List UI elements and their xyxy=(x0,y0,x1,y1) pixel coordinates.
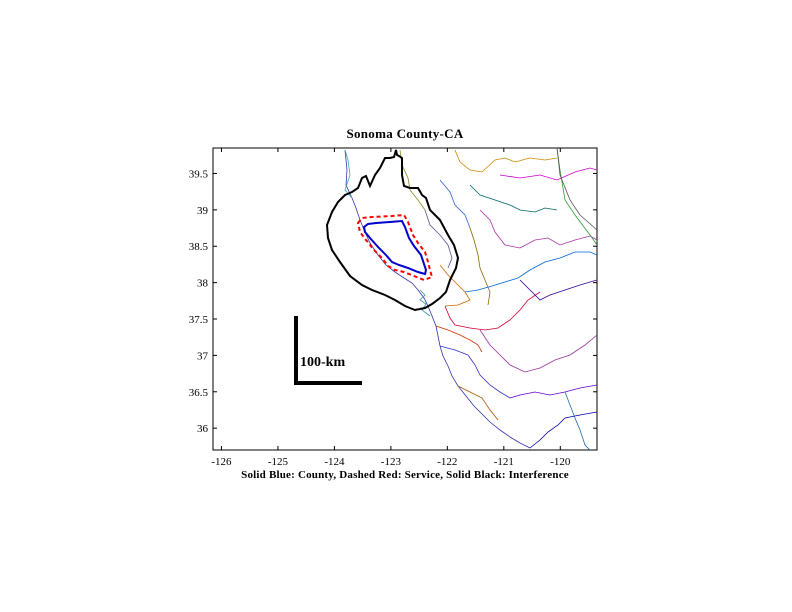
plot-frame xyxy=(212,147,598,451)
county-line xyxy=(457,385,499,421)
county-line xyxy=(424,209,453,269)
map-caption: Solid Blue: County, Dashed Red: Service,… xyxy=(241,469,569,481)
x-tick-label: -123 xyxy=(381,456,402,468)
county-boundaries xyxy=(344,148,597,450)
county-line xyxy=(519,279,597,301)
county-line xyxy=(479,209,597,249)
county-line xyxy=(464,251,597,293)
county-line xyxy=(469,227,491,306)
county-line xyxy=(439,179,471,229)
x-tick-label: -120 xyxy=(550,456,571,468)
county-line xyxy=(444,291,541,331)
y-tick-label: 36.5 xyxy=(189,387,209,399)
x-tick-label: -122 xyxy=(437,456,457,468)
scale-bar: 100-km xyxy=(294,316,362,385)
county-line xyxy=(469,184,558,213)
map-area xyxy=(325,148,597,450)
y-axis: 36 36.5 37 37.5 38 38.5 39 39.5 xyxy=(189,168,597,435)
y-tick-label: 36 xyxy=(197,423,209,435)
interference-contour xyxy=(325,149,460,312)
y-tick-label: 39.5 xyxy=(189,168,209,180)
y-tick-label: 38 xyxy=(197,278,209,290)
county-line xyxy=(499,167,597,181)
county-outline xyxy=(362,219,428,276)
x-tick-label: -124 xyxy=(324,456,345,468)
x-tick-label: -126 xyxy=(211,456,232,468)
y-tick-label: 37.5 xyxy=(189,314,209,326)
county-line xyxy=(435,325,483,353)
county-line xyxy=(419,289,431,317)
y-tick-label: 37 xyxy=(197,350,209,362)
county-line xyxy=(479,329,597,373)
x-tick-label: -125 xyxy=(268,456,289,468)
county-line xyxy=(439,345,511,399)
y-tick-label: 39 xyxy=(197,205,209,217)
county-line xyxy=(509,384,597,399)
x-axis: -126 -125 -124 -123 -122 -121 -120 xyxy=(211,148,571,468)
county-line xyxy=(454,149,558,173)
scale-bar-label: 100-km xyxy=(300,355,345,370)
county-line xyxy=(556,148,597,231)
map-title: Sonoma County-CA xyxy=(346,126,464,141)
y-tick-label: 38.5 xyxy=(189,241,209,253)
county-line xyxy=(556,148,597,246)
county-line xyxy=(529,411,597,449)
x-tick-label: -121 xyxy=(494,456,514,468)
coastline xyxy=(344,149,531,449)
county-line xyxy=(564,391,591,450)
service-contour xyxy=(356,213,434,282)
county-line xyxy=(344,149,353,199)
